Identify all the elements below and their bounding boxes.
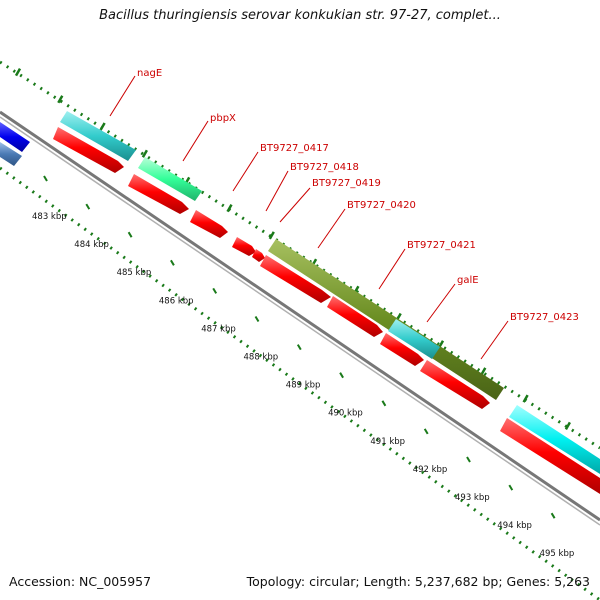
feature-track — [0, 111, 600, 474]
outer-ring-tick — [522, 394, 529, 403]
gene-label-0421[interactable]: BT9727_0421 — [407, 240, 476, 251]
kbp-label: 494 kbp — [497, 521, 532, 531]
kbp-label: 492 kbp — [413, 465, 448, 475]
scale-tick — [85, 203, 91, 210]
kbp-label: 490 kbp — [328, 409, 363, 419]
label-leaders — [109, 75, 509, 360]
kbp-label: 488 kbp — [244, 353, 279, 363]
leader-0420 — [317, 208, 346, 249]
outer-ring-tick — [268, 231, 275, 240]
gene-arrow-0423[interactable] — [420, 360, 490, 409]
leader-pbpx — [182, 120, 209, 162]
scale-labels: 483 kbp 484 kbp 485 kbp 486 kbp 487 kbp 488 k… — [32, 212, 574, 559]
scale-tick — [43, 175, 48, 182]
backbone-outer — [0, 110, 600, 522]
feature-cyan-nage[interactable] — [60, 111, 136, 161]
gene-arrow-gale[interactable] — [380, 333, 424, 366]
leader-gale — [426, 283, 456, 323]
feature-olive-0421[interactable] — [268, 239, 504, 400]
scale-tick — [423, 428, 429, 435]
outer-ring-tick — [226, 204, 233, 213]
outer-ring-tick — [14, 67, 22, 77]
scale-ticks — [43, 175, 556, 519]
kbp-label: 487 kbp — [201, 324, 236, 334]
gene-label-0419[interactable]: BT9727_0419 — [312, 178, 381, 189]
gene-arrow-0419[interactable] — [252, 249, 265, 262]
feature-bright-cyan[interactable] — [509, 405, 600, 474]
kbp-label: 485 kbp — [117, 268, 152, 278]
kbp-label: 484 kbp — [74, 240, 109, 250]
cds-track — [53, 127, 600, 494]
leader-0418 — [265, 170, 289, 212]
kbp-label: 486 kbp — [159, 296, 194, 306]
gene-arrow-pbpx[interactable] — [128, 174, 189, 214]
scale-tick — [339, 372, 344, 379]
accession-text: Accession: NC_005957 — [9, 574, 152, 589]
feature-steel[interactable] — [0, 142, 22, 166]
scale-tick — [170, 259, 175, 266]
gene-label-0423[interactable]: BT9727_0423 — [510, 312, 579, 323]
scale-tick — [550, 512, 556, 519]
scale-tick — [127, 231, 133, 238]
leader-0421 — [378, 248, 406, 290]
kbp-label: 489 kbp — [286, 381, 321, 391]
outer-ring-tick — [57, 95, 64, 104]
gene-arrow-0418[interactable] — [232, 237, 256, 256]
kbp-label: 495 kbp — [540, 549, 575, 559]
gene-label-0417[interactable]: BT9727_0417 — [260, 143, 329, 154]
scale-tick — [508, 484, 514, 491]
backbone-inner — [0, 116, 600, 526]
leader-0423 — [480, 320, 509, 360]
gene-label-pbpx[interactable]: pbpX — [210, 113, 236, 124]
scale-tick — [212, 287, 218, 294]
kbp-label: 483 kbp — [32, 212, 67, 222]
gene-arrow-next[interactable] — [500, 418, 600, 494]
outer-ring-tick — [141, 149, 148, 158]
gene-labels: nagE pbpX BT9727_0417 BT9727_0418 BT9727… — [137, 68, 579, 323]
gene-label-0420[interactable]: BT9727_0420 — [347, 200, 416, 211]
gene-arrow-0417[interactable] — [190, 210, 228, 238]
scale-ring — [0, 166, 600, 600]
topology-text: Topology: circular; Length: 5,237,682 bp… — [246, 574, 590, 589]
outer-ring-tick — [99, 122, 106, 131]
gene-arrow-0420[interactable] — [260, 255, 331, 303]
gene-arrow-0421[interactable] — [327, 296, 383, 337]
gene-arrow-nage[interactable] — [53, 127, 124, 173]
feature-cyan-gale[interactable] — [388, 319, 440, 359]
scale-tick — [466, 456, 471, 463]
map-title: Bacillus thuringiensis serovar konkukian… — [99, 8, 501, 23]
scale-tick — [381, 400, 387, 407]
gene-label-0418[interactable]: BT9727_0418 — [290, 162, 359, 173]
gene-label-gale[interactable]: galE — [457, 275, 479, 286]
feature-blue[interactable] — [0, 122, 30, 152]
kbp-label: 491 kbp — [370, 437, 405, 447]
gene-label-nage[interactable]: nagE — [137, 68, 162, 79]
outer-ring-tick — [564, 421, 571, 430]
scale-tick — [296, 344, 302, 351]
scale-tick — [254, 315, 260, 323]
leader-nage — [109, 75, 136, 117]
feature-green-pbpx[interactable] — [138, 157, 202, 201]
kbp-label: 493 kbp — [455, 493, 490, 503]
leader-0417 — [232, 151, 259, 192]
leader-0419 — [279, 187, 311, 223]
